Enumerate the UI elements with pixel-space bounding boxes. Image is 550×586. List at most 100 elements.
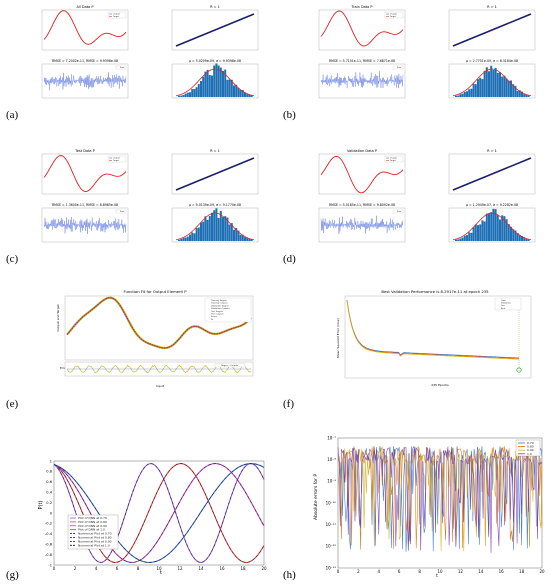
error-legend: [115, 65, 127, 70]
gaussian-fit: [175, 68, 255, 97]
hist-bar: [184, 93, 187, 97]
hist-bar: [457, 239, 460, 241]
h-xtick: 18: [519, 569, 525, 574]
f-series-2: [346, 301, 520, 360]
panel-label-b: (b): [283, 109, 296, 121]
hist-bar: [195, 228, 198, 241]
regression-line: [452, 157, 532, 191]
hist-bar: [470, 232, 473, 241]
f-title: Best Validation Performance is 8.2917e-1…: [381, 289, 489, 294]
legend-entry: Train: [501, 299, 507, 302]
g-xtick: 4: [95, 566, 98, 571]
g-xtick: 20: [261, 566, 267, 571]
error-signal: [43, 217, 127, 235]
legend-entry: Target: [390, 15, 396, 18]
hist-bar: [507, 80, 510, 97]
hist-bar: [525, 94, 528, 97]
hist-bar: [523, 94, 526, 97]
fit-line: [320, 10, 404, 47]
h-xtick: 4: [378, 569, 381, 574]
hist-bar: [193, 89, 196, 97]
g-ytick: -0.6: [45, 543, 53, 547]
error-legend: [392, 65, 404, 70]
legend-entry: Validation Targets: [211, 304, 229, 307]
svg-text:μ = 5.0209e-09, σ = 9.9398e-08: μ = 5.0209e-09, σ = 9.9398e-08: [189, 59, 241, 63]
hist-bar: [200, 80, 202, 97]
legend-entry: Numerical Plot at 0.80: [78, 536, 112, 540]
g-ytick: -1: [48, 563, 52, 567]
hist-bar: [191, 232, 194, 241]
hist-bar: [228, 79, 231, 97]
hist-bar: [217, 65, 220, 97]
hist-bar: [459, 94, 462, 97]
hist-bar: [248, 238, 251, 241]
hist-bar: [184, 237, 187, 241]
hist-bar: [523, 237, 526, 241]
hist-bar: [468, 89, 471, 97]
panel-label-h: (h): [283, 569, 296, 581]
legend-entry: Target: [113, 15, 119, 18]
g-axes: [53, 460, 265, 566]
legend-entry: Training Outputs: [211, 302, 228, 305]
h-xlabel: t: [436, 573, 438, 578]
legend-entry: Numerical Plot at 1.0: [78, 543, 110, 547]
hist-bar: [206, 69, 209, 97]
g-ytick: -0.4: [45, 532, 53, 536]
svg-text:μ = 9.0139e-09, σ = 9.1770e-08: μ = 9.0139e-09, σ = 9.1770e-08: [189, 203, 241, 207]
h-xtick: 0: [337, 569, 340, 574]
hist-bar: [501, 215, 504, 241]
svg-text:Train Data P: Train Data P: [350, 5, 372, 9]
g-ytick: 0.8: [46, 470, 52, 474]
g-xtick: 14: [198, 566, 204, 571]
h-xtick: 8: [418, 569, 421, 574]
legend-entry: Output: [113, 13, 120, 16]
regression-plot: R = 1: [448, 5, 536, 51]
g-ytick: 1: [50, 459, 52, 463]
hist-bar: [250, 95, 253, 97]
error-histogram: μ = 2.7751e-09, σ = 8.3184e-08: [448, 59, 536, 99]
hist-bar: [213, 65, 216, 97]
hist-bar: [200, 222, 202, 241]
g-ytick: 0.4: [46, 491, 52, 495]
hist-bar: [472, 83, 475, 97]
panel-label-d: (d): [283, 253, 296, 265]
error-legend: [392, 209, 404, 214]
g-ylabel: P(t): [38, 501, 44, 510]
svg-text:R = 1: R = 1: [487, 5, 497, 9]
h-xtick: 16: [499, 569, 505, 574]
hist-bar: [514, 230, 517, 241]
e-ylabel: Output and Target: [56, 304, 60, 332]
error-legend: [115, 209, 127, 214]
e-xlabel: Input: [156, 384, 165, 388]
legend-entry: Error: [120, 210, 125, 213]
panel-g: P(t) t 0 2 4 6 8 10 12 14 16 18 20 1 0.8 0.6 0.4 0.2 0 -0…: [38, 459, 267, 575]
h-ytick: 10⁻⁹: [327, 479, 336, 484]
hist-bar: [485, 67, 488, 97]
h-xtick: 10: [437, 569, 443, 574]
hist-bar: [224, 69, 227, 97]
legend-entry: 0.80: [527, 445, 534, 449]
hist-bar: [514, 85, 517, 97]
h-plot: 0 2 4 6 8 10 12 14 16 18 20 10⁻⁷ 10⁻⁸ 10⁻⁹ 10⁻¹⁰ 10⁻¹¹ 1…: [326, 435, 545, 574]
hist-bar: [213, 210, 216, 241]
f-legend: [494, 297, 522, 311]
svg-text:R = 1: R = 1: [210, 5, 220, 9]
legend-entry: Error: [120, 66, 125, 69]
regression-plot: R = 1: [448, 149, 536, 195]
hist-bar: [204, 71, 207, 97]
svg-text:RMSE = 7.2002e-11, RMSE = 9.93: RMSE = 7.2002e-11, RMSE = 9.9398e-08: [52, 59, 118, 63]
f-series-0: [346, 299, 520, 359]
legend-entry: Numerical Plot at 0.90: [78, 539, 112, 543]
fit-line: [43, 155, 127, 192]
g-xtick: 0: [53, 566, 56, 571]
h-ytick: 10⁻⁸: [327, 457, 336, 462]
hist-bar: [204, 216, 207, 241]
hist-bar: [492, 208, 495, 241]
hist-bar: [503, 75, 506, 97]
g-ytick: 0.6: [46, 480, 52, 484]
hist-bar: [477, 79, 479, 97]
hist-bar: [202, 221, 205, 241]
hist-bar: [512, 84, 515, 97]
g-num-curve-0: [53, 463, 265, 563]
